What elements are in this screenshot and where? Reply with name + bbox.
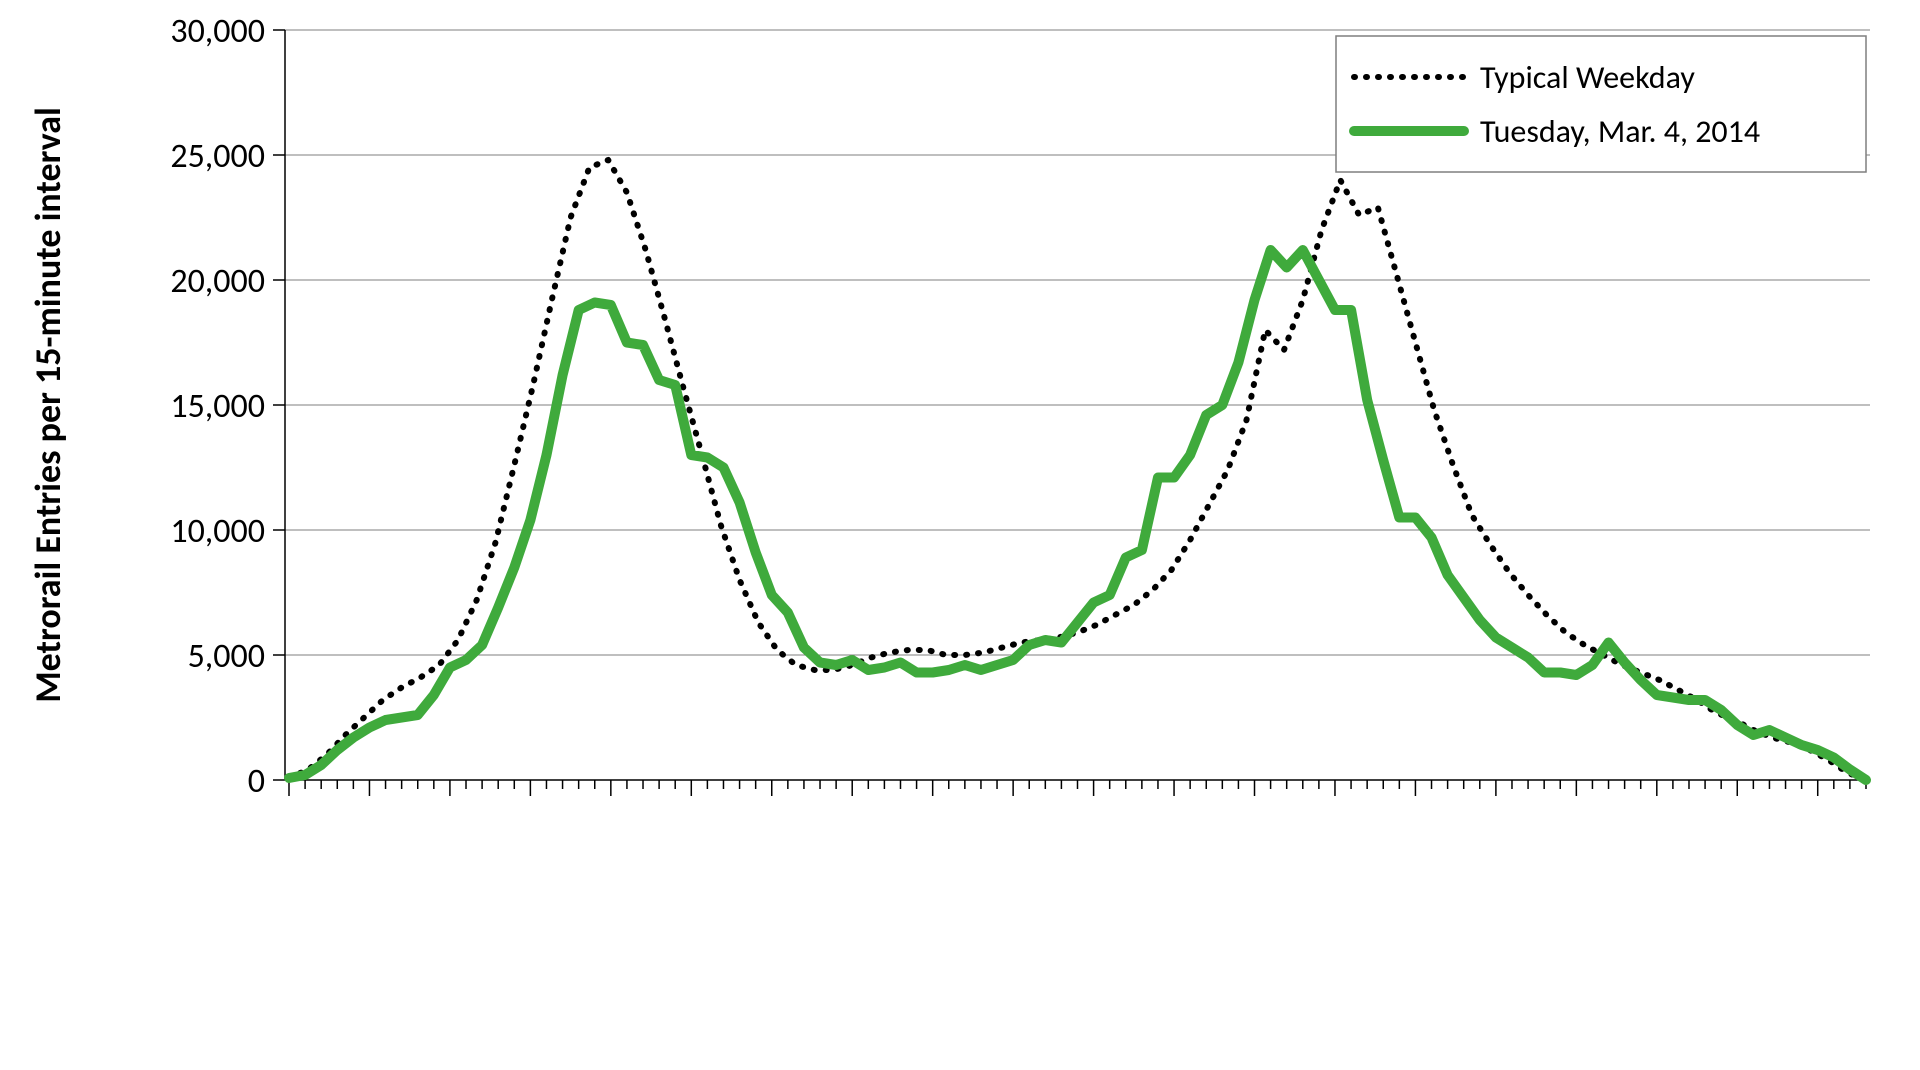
legend-label: Tuesday, Mar. 4, 2014 [1480, 112, 1760, 151]
y-tick-label: 0 [248, 761, 265, 802]
legend: Typical Weekday Tuesday, Mar. 4, 2014 [1336, 36, 1866, 172]
y-tick-label: 30,000 [170, 11, 265, 52]
y-tick-label: 15,000 [170, 386, 265, 427]
y-tick-label: 25,000 [170, 136, 265, 177]
y-tick-label: 5,000 [188, 636, 265, 677]
metrorail-entries-chart: 05,00010,00015,00020,00025,00030,0004:00… [0, 0, 1920, 1070]
y-tick-label: 10,000 [170, 511, 265, 552]
chart-container: 05,00010,00015,00020,00025,00030,0004:00… [0, 0, 1920, 1070]
y-tick-label: 20,000 [170, 261, 265, 302]
legend-label: Typical Weekday [1480, 58, 1695, 97]
y-axis-label: Metrorail Entries per 15-minute interval [26, 107, 70, 703]
